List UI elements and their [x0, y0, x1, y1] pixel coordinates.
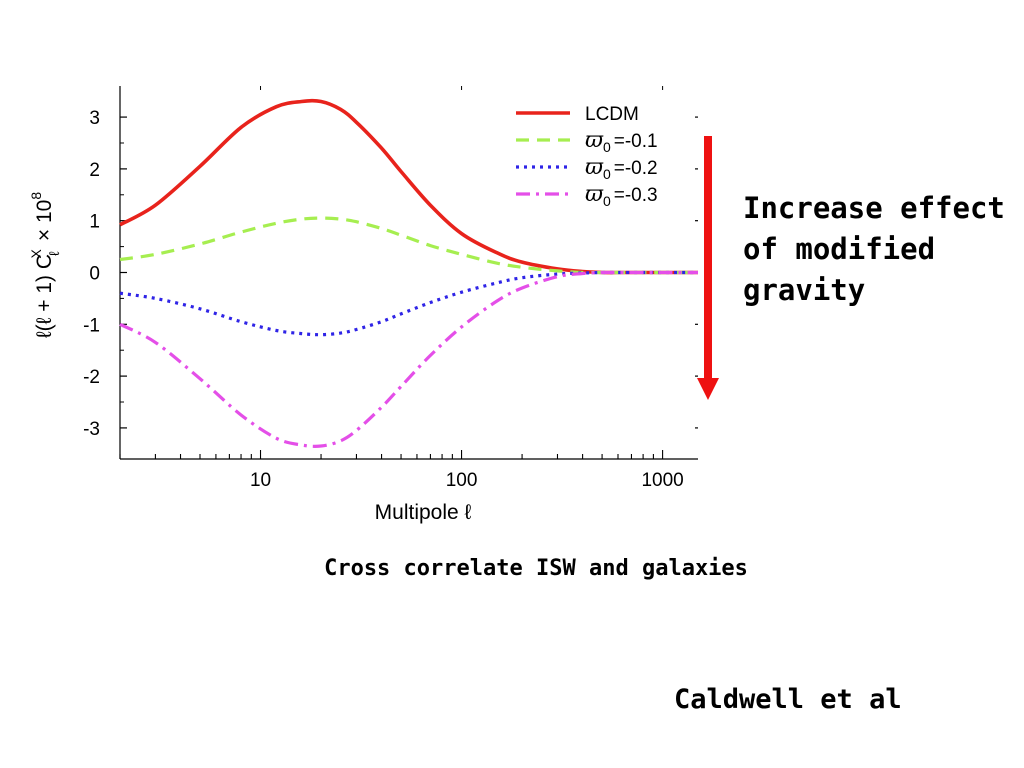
x-axis-label: Multipole ℓ: [375, 501, 472, 524]
svg-text:ℓ(ℓ + 1) CℓX× 108: ℓ(ℓ + 1) CℓX × 108: [28, 192, 62, 339]
y-tick-label: -1: [83, 315, 100, 336]
legend-label-4: ϖ0 =-0.3: [585, 182, 658, 209]
down-arrow: [697, 136, 719, 400]
y-axis-label: ℓ(ℓ + 1) CℓX × 108: [28, 192, 62, 339]
legend-label-3: ϖ0 =-0.2: [585, 155, 658, 182]
series-line-2: [119, 216, 698, 275]
series-line-1: [119, 98, 698, 275]
legend-label-1: LCDM: [585, 104, 639, 125]
legend-label-2: ϖ0 =-0.1: [585, 128, 658, 155]
y-tick-label: 2: [89, 160, 100, 181]
y-tick-label: -3: [83, 419, 100, 440]
credit: Caldwell et al: [674, 684, 902, 715]
y-tick-label: 3: [89, 108, 100, 129]
arrow-head: [697, 378, 719, 400]
y-axis-label-factor: × 10: [33, 200, 56, 241]
series-line-3: [119, 270, 698, 337]
series-lines: [119, 98, 698, 448]
y-tick-label: -2: [83, 367, 100, 388]
y-tick-label: 0: [89, 264, 100, 285]
series-line-4: [119, 270, 698, 448]
x-tick-label: 1000: [641, 470, 683, 491]
arrow-shaft: [704, 136, 712, 380]
x-tick-label: 100: [446, 470, 478, 491]
legend: LCDM ϖ0 =-0.1ϖ0 =-0.2ϖ0 =-0.3: [516, 104, 658, 209]
caption: Cross correlate ISW and galaxies: [324, 556, 748, 581]
y-axis-label-sub: ℓ: [46, 251, 62, 256]
y-axis-label-sup: X: [28, 248, 44, 258]
y-axis-label-main: ℓ(ℓ + 1) C: [33, 254, 56, 338]
annotation-text: Increase effect of modified gravity: [743, 191, 1005, 307]
x-tick-label: 10: [250, 470, 271, 491]
y-axis-label-exponent: 8: [28, 192, 44, 200]
y-tick-label: 1: [89, 212, 100, 233]
